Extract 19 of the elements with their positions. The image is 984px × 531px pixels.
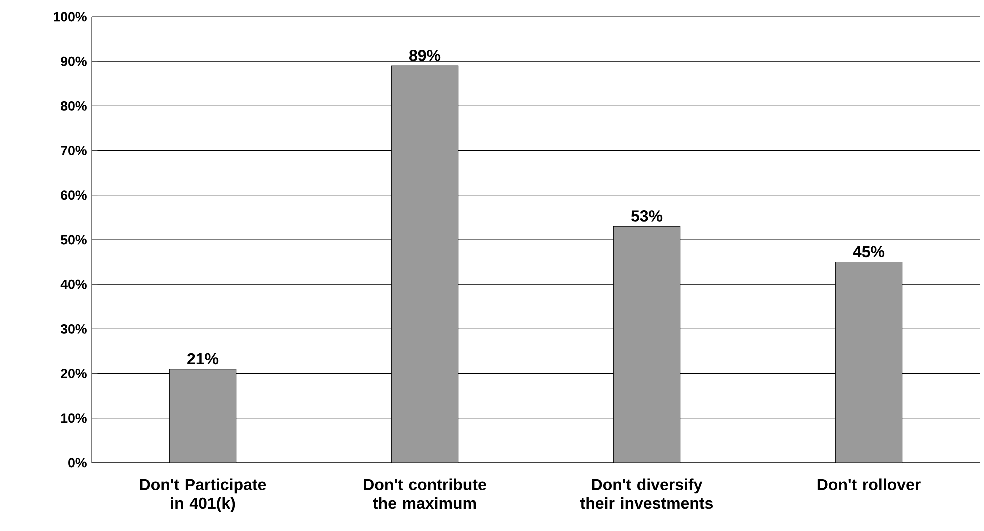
data-label: 21% xyxy=(188,353,219,365)
y-tick-label: 40% xyxy=(60,280,87,290)
y-tick-label: 20% xyxy=(61,369,87,378)
y-tick-label: 90% xyxy=(61,56,87,66)
x-tick-label: Don't diversify their investments xyxy=(580,478,714,510)
y-tick-label: 30% xyxy=(60,324,87,334)
y-tick-label: 80% xyxy=(61,101,87,111)
data-label: 53% xyxy=(631,210,663,222)
x-tick-label: Don't rollover xyxy=(818,478,921,490)
y-tick-label: 0% xyxy=(68,458,87,468)
y-tick-label: 100% xyxy=(54,12,87,22)
y-tick-label: 60% xyxy=(61,190,87,200)
y-tick-label: 10% xyxy=(61,414,87,424)
data-label: 89% xyxy=(410,50,441,62)
x-tick-label: Don't Participate in 401(k) xyxy=(140,478,266,512)
y-tick-label: 70% xyxy=(61,146,87,156)
y-tick-label: 50% xyxy=(61,235,87,245)
x-tick-label: Don't contribute the maximum xyxy=(364,478,486,510)
data-label: 45% xyxy=(853,246,885,258)
